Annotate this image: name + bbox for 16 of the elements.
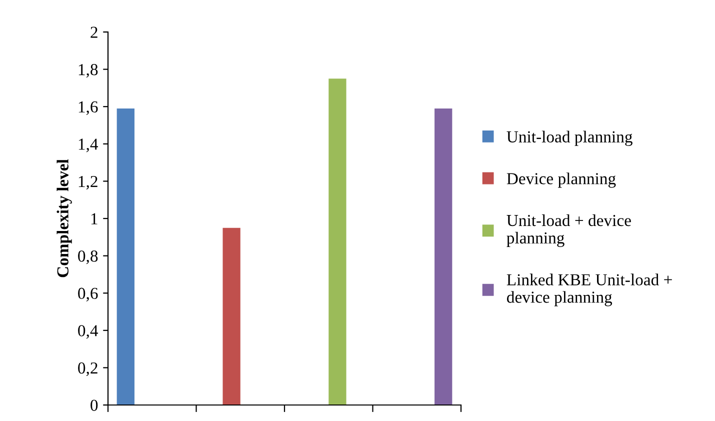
y-tick-label: 1,4 [78,138,98,152]
legend-label: Unit-load + device planning [506,214,631,247]
y-tick-label: 1,2 [78,176,98,190]
legend-label: Linked KBE Unit-load + device planning [506,274,672,306]
y-tick-label: 0,2 [78,362,98,376]
legend-label: Device planning [506,172,616,188]
y-tick-label: 2 [90,26,98,38]
y-tick-label: 0,6 [78,288,98,302]
y-tick-label: 1,6 [78,101,98,115]
legend-label: Unit-load planning [506,130,632,146]
y-tick-label: 0,8 [78,250,98,264]
y-axis-title: Complexity level [56,159,72,278]
y-tick-label: 1,8 [78,64,98,78]
y-tick-label: 1 [91,213,98,224]
y-tick-label: 0 [90,400,98,411]
y-tick-label: 0,4 [78,325,98,339]
